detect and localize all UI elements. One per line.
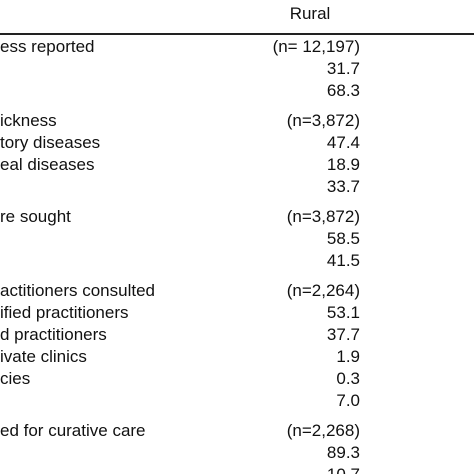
- table-row: ified practitioners 53.1: [0, 302, 474, 324]
- row-label: d practitioners: [0, 325, 107, 344]
- row-value: 1.9: [336, 347, 360, 366]
- row-value: 0.3: [336, 369, 360, 388]
- row-value: (n=3,872): [286, 111, 360, 130]
- row-value: 18.9: [326, 155, 360, 174]
- table-row: ed for curative care (n=2,268): [0, 420, 474, 442]
- table-row: 89.3: [0, 442, 474, 464]
- header-rule: [0, 33, 474, 35]
- table-row: 10.7: [0, 464, 474, 474]
- row-value: 33.7: [326, 177, 360, 196]
- table-row: tory diseases 47.4: [0, 132, 474, 154]
- row-label: tory diseases: [0, 133, 101, 152]
- table-row: d practitioners 37.7: [0, 324, 474, 346]
- row-value: 58.5: [326, 229, 360, 248]
- row-value: (n= 12,197): [272, 37, 360, 56]
- table-row: re sought (n=3,872): [0, 206, 474, 228]
- table-row: 58.5: [0, 228, 474, 250]
- table-row: ivate clinics 1.9: [0, 346, 474, 368]
- row-value: 31.7: [326, 59, 360, 78]
- table-row: eal diseases 18.9: [0, 154, 474, 176]
- table-row: 33.7: [0, 176, 474, 198]
- row-label: ivate clinics: [0, 347, 87, 366]
- row-value: 41.5: [326, 251, 360, 270]
- row-value: (n=2,264): [286, 281, 360, 300]
- table-row: 41.5: [0, 250, 474, 272]
- table-row: 7.0: [0, 390, 474, 412]
- table-section: re sought (n=3,872) 58.5 41.5: [0, 206, 474, 272]
- row-value: 37.7: [326, 325, 360, 344]
- row-label: ified practitioners: [0, 303, 129, 322]
- table-section: ess reported (n= 12,197) 31.7 68.3: [0, 36, 474, 102]
- table-row: ickness (n=3,872): [0, 110, 474, 132]
- table-section: actitioners consulted (n=2,264) ified prac…: [0, 280, 474, 412]
- row-value: 89.3: [326, 443, 360, 462]
- row-label: cies: [0, 369, 31, 388]
- row-value: 10.7: [220, 464, 360, 474]
- table-row: ess reported (n= 12,197): [0, 36, 474, 58]
- row-value: 68.3: [326, 81, 360, 100]
- column-header-rural: Rural: [289, 4, 331, 23]
- row-label: ickness: [0, 111, 57, 130]
- row-value: (n=3,872): [286, 207, 360, 226]
- row-value: 47.4: [326, 133, 360, 152]
- table-section: ickness (n=3,872) tory diseases 47.4 eal dis…: [0, 110, 474, 198]
- row-value: (n=2,268): [286, 421, 360, 440]
- row-value: 53.1: [326, 303, 360, 322]
- row-label: ess reported: [0, 37, 95, 56]
- table-row: actitioners consulted (n=2,264): [0, 280, 474, 302]
- table-row: cies 0.3: [0, 368, 474, 390]
- row-label: ed for curative care: [0, 421, 146, 440]
- table-row: 31.7: [0, 58, 474, 80]
- table-section: ed for curative care (n=2,268) 89.3 10.7: [0, 420, 474, 474]
- table-header: Rural: [0, 0, 474, 34]
- row-label: actitioners consulted: [0, 281, 155, 300]
- row-value: 7.0: [336, 391, 360, 410]
- table-body: ess reported (n= 12,197) 31.7 68.3 ickness (n…: [0, 33, 474, 474]
- row-label: re sought: [0, 207, 71, 226]
- row-label: eal diseases: [0, 155, 95, 174]
- table-row: 68.3: [0, 80, 474, 102]
